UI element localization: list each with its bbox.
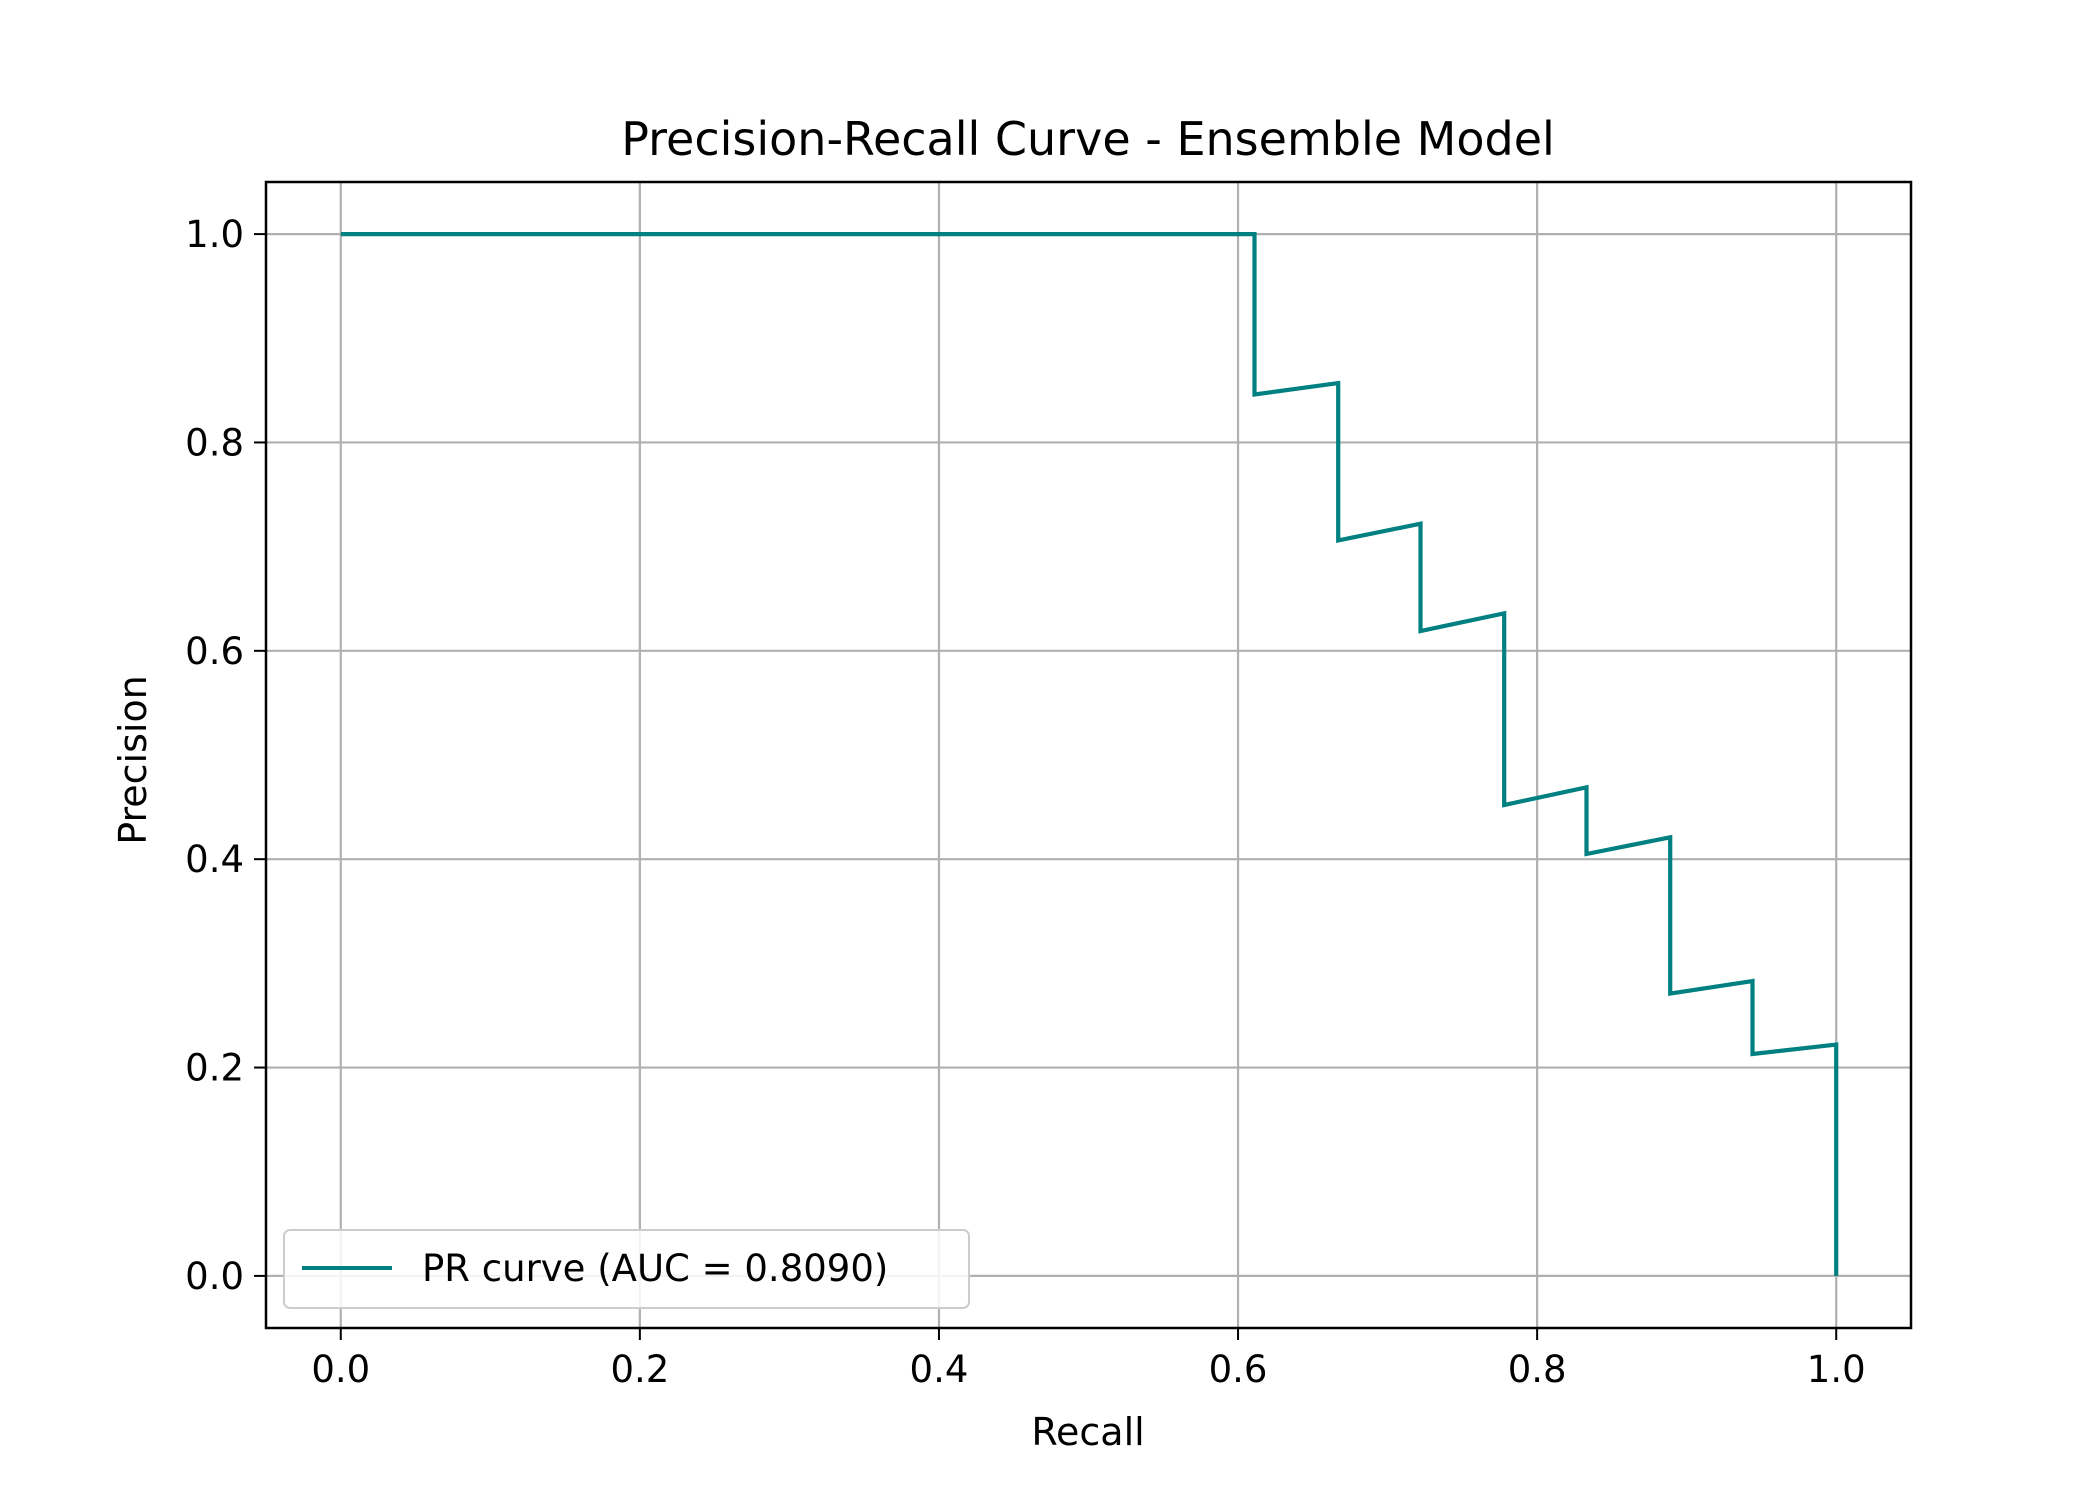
x-axis-label: Recall	[1031, 1410, 1144, 1454]
y-tick-label: 0.8	[185, 421, 244, 464]
x-tick-label: 0.6	[1209, 1348, 1268, 1391]
x-tick-label: 0.4	[910, 1348, 969, 1391]
legend: PR curve (AUC = 0.8090)	[283, 1229, 970, 1309]
x-tick-label: 0.0	[311, 1348, 370, 1391]
y-tick-label: 0.4	[185, 838, 244, 881]
x-tick-label: 1.0	[1807, 1348, 1866, 1391]
y-tick-label: 0.2	[185, 1047, 244, 1090]
y-tick-label: 0.6	[185, 630, 244, 673]
x-tick-label: 0.2	[610, 1348, 669, 1391]
x-tick-label: 0.8	[1508, 1348, 1567, 1391]
y-tick-label: 1.0	[185, 213, 244, 256]
y-axis-label: Precision	[111, 675, 155, 845]
legend-label: PR curve (AUC = 0.8090)	[422, 1247, 888, 1290]
series-layer	[340, 232, 1839, 1276]
chart-title: Precision-Recall Curve - Ensemble Model	[621, 112, 1555, 166]
plot-frame	[264, 180, 1913, 1330]
grid	[266, 182, 1911, 1328]
legend-box	[283, 1229, 970, 1309]
y-tick-label: 0.0	[185, 1255, 244, 1298]
pr-curve-line	[340, 232, 1839, 1276]
ticks: 0.0 0.2 0.4 0.6 0.8 1.0 0.0 0.2 0.4 0.6 0.8 1.0	[185, 213, 1865, 1391]
